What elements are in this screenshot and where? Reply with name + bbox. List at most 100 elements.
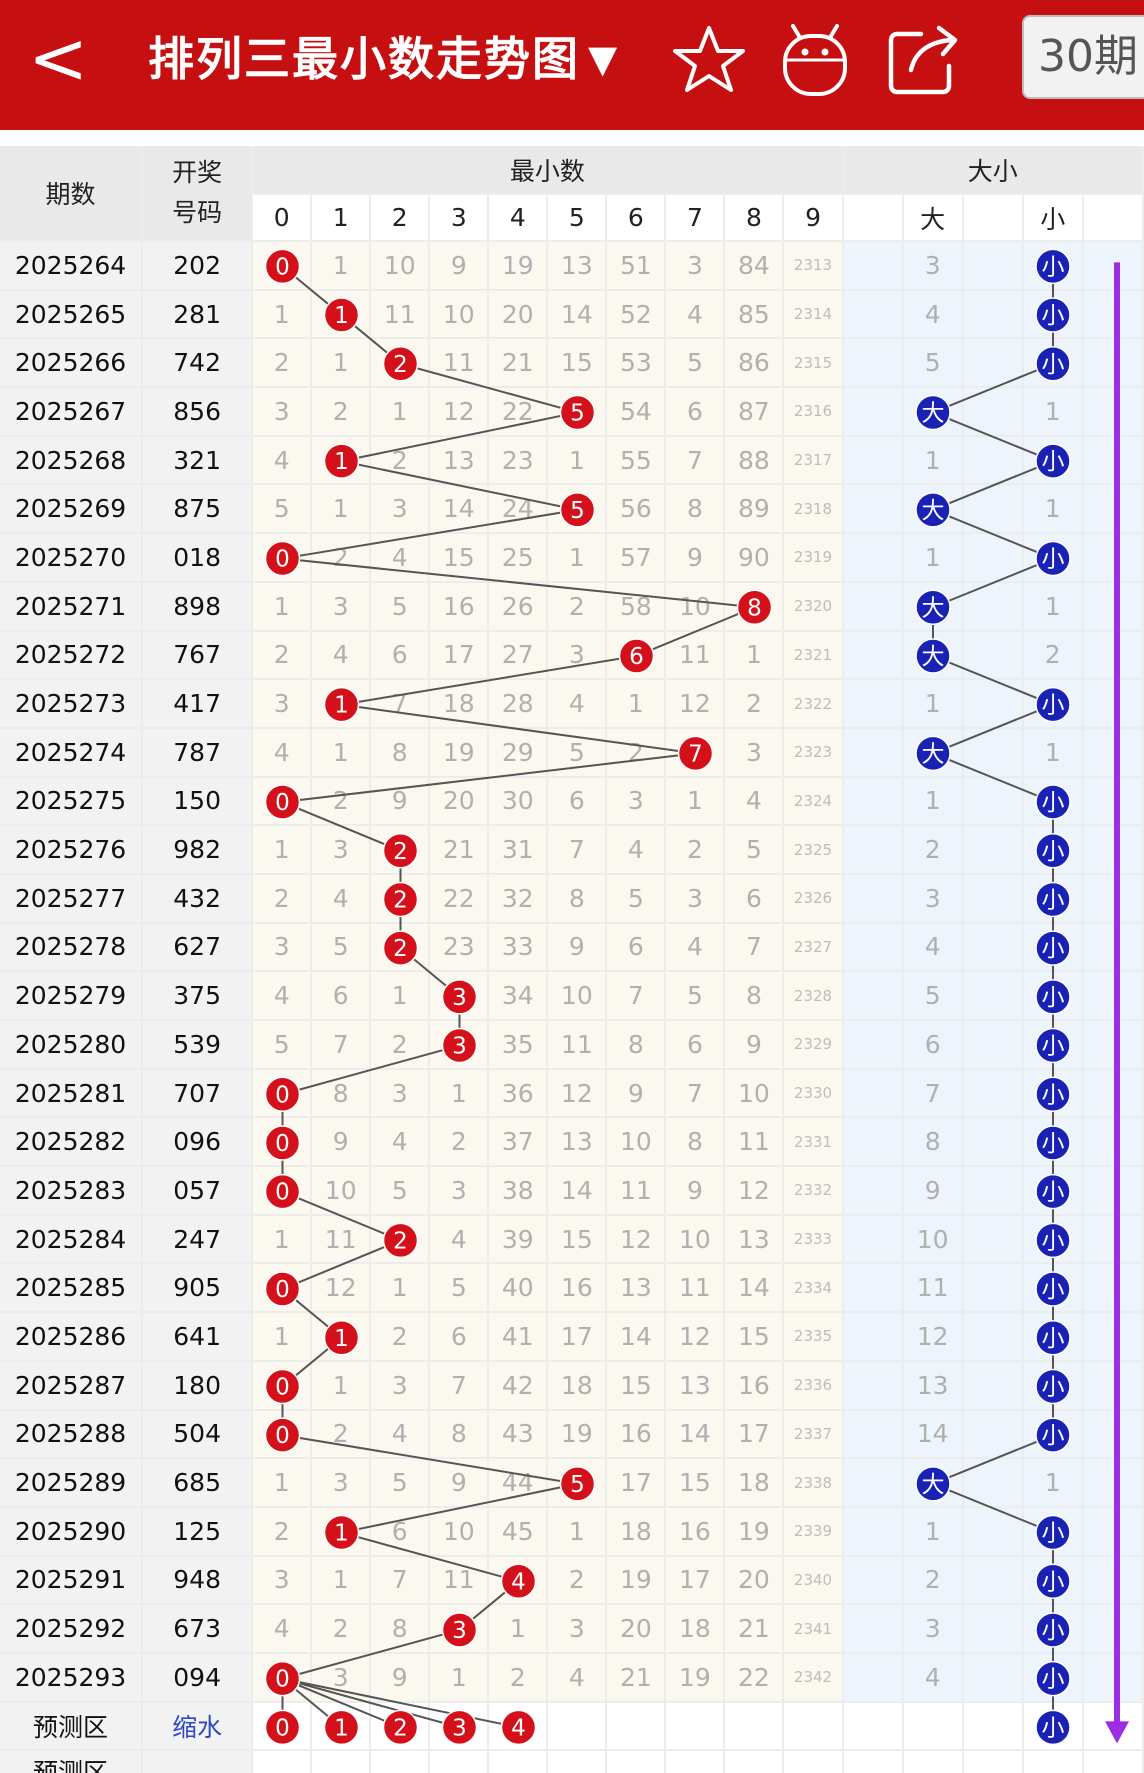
issue-cell: 2025292: [0, 1605, 144, 1654]
size-spacer-cell: [843, 728, 904, 778]
star-icon[interactable]: [671, 22, 747, 98]
size-spacer-cell: [963, 582, 1024, 632]
page-title[interactable]: 排列三最小数走势图: [148, 32, 580, 86]
min-digit-cell: 2325: [784, 826, 844, 875]
draw-header-line1: 开奖: [172, 158, 223, 187]
table-row: 2025268 321 4 2 13 23 1 55 7 88 2317 1: [0, 436, 1144, 486]
min-digit-cell: 35: [489, 1021, 549, 1070]
table-row: 2025286 641 1 2 6 41 17 14 12 15 2335 12: [0, 1313, 1144, 1362]
table-row: 2025275 150 2 9 20 30 6 3 1 4 2324 1: [0, 777, 1144, 827]
prediction-spacer: [143, 1751, 254, 1773]
min-digit-cell: 18: [430, 680, 490, 729]
min-digit-cell: 5: [312, 923, 372, 973]
min-digit-cell: 2327: [784, 923, 844, 973]
min-digit-cell: 9: [371, 1653, 431, 1703]
draw-cell: 504: [143, 1410, 254, 1460]
size-small-header: 小: [1023, 195, 1084, 242]
prediction-cell[interactable]: [430, 1702, 490, 1752]
min-digit-cell: 8: [430, 1410, 490, 1460]
min-digit-cell: 4: [253, 436, 313, 486]
min-digit-cell: 3: [312, 582, 372, 632]
prediction-cell[interactable]: [607, 1702, 667, 1752]
prediction-cell[interactable]: [371, 1702, 431, 1752]
back-button[interactable]: <: [28, 16, 89, 100]
share-icon[interactable]: [885, 22, 961, 98]
min-digit-cell: 34: [489, 972, 549, 1021]
draw-cell: 685: [143, 1459, 254, 1508]
min-digit-cell: 29: [489, 728, 549, 778]
prediction-cell[interactable]: [312, 1702, 372, 1752]
min-digit-cell: 12: [607, 1215, 667, 1265]
prediction-cell: [489, 1751, 549, 1773]
issue-cell: 2025276: [0, 826, 144, 875]
size-big-cell: [903, 582, 964, 632]
size-spacer-cell: [843, 485, 904, 535]
min-digit-header-2: 2: [371, 195, 431, 242]
min-digit-cell: 4: [371, 534, 431, 583]
shrink-link[interactable]: 缩水: [143, 1702, 254, 1752]
robot-icon[interactable]: [777, 22, 853, 98]
prediction-size-cell[interactable]: [903, 1702, 964, 1752]
size-spacer-cell: [1083, 1215, 1144, 1265]
trend-table-container[interactable]: 期数 开奖 号码 最小数 大小 0 1 2 3 4 5 6 7 8 9 大小 2025264 202 1 10 9 19 1…: [0, 146, 1144, 1773]
draw-cell: 375: [143, 972, 254, 1021]
prediction-size-cell[interactable]: [963, 1702, 1024, 1752]
min-digit-cell: 11: [607, 1167, 667, 1216]
size-spacer-cell: [843, 388, 904, 437]
size-spacer-cell: [843, 1507, 904, 1557]
prediction-cell[interactable]: [784, 1702, 844, 1752]
period-select-button[interactable]: 30期: [1022, 15, 1144, 99]
prediction-cell: [430, 1751, 490, 1773]
size-spacer-cell: [963, 1459, 1024, 1508]
issue-cell: 2025265: [0, 290, 144, 340]
min-digit-cell: 11: [666, 1264, 726, 1314]
min-digit-cell: [253, 1167, 313, 1216]
min-digit-cell: 20: [725, 1556, 785, 1606]
min-digit-cell: 6: [312, 972, 372, 1021]
prediction-cell[interactable]: [666, 1702, 726, 1752]
size-spacer-cell: [963, 1410, 1024, 1460]
issue-cell: 2025271: [0, 582, 144, 632]
title-dropdown-caret[interactable]: ▼: [588, 37, 618, 81]
size-spacer-cell: [1083, 923, 1144, 973]
prediction-size-cell[interactable]: [1023, 1702, 1084, 1752]
size-spacer-cell: [1083, 582, 1144, 632]
prediction-cell: [903, 1751, 964, 1773]
size-spacer-cell: [963, 290, 1024, 340]
min-digit-cell: 24: [489, 485, 549, 535]
size-big-cell: 11: [903, 1264, 964, 1314]
min-digit-cell: 2317: [784, 436, 844, 486]
min-digit-cell: 1: [489, 1605, 549, 1654]
size-spacer-cell: [843, 1167, 904, 1216]
prediction-cell[interactable]: [489, 1702, 549, 1752]
min-digit-cell: 2315: [784, 339, 844, 389]
size-small-cell: [1023, 826, 1084, 875]
prediction-cell[interactable]: [253, 1702, 313, 1752]
min-digit-cell: 44: [489, 1459, 549, 1508]
prediction-cell[interactable]: [725, 1702, 785, 1752]
draw-cell: 787: [143, 728, 254, 778]
draw-cell: 767: [143, 631, 254, 681]
min-digit-cell: 2: [371, 1313, 431, 1362]
size-spacer-cell: [843, 1605, 904, 1654]
min-digit-cell: 56: [607, 485, 667, 535]
issue-cell: 2025269: [0, 485, 144, 535]
prediction-cell[interactable]: [548, 1702, 608, 1752]
prediction-size-cell[interactable]: [1083, 1702, 1144, 1752]
prediction-row: 预测区 缩水: [0, 1702, 1144, 1752]
min-digit-cell: 13: [548, 1118, 608, 1168]
draw-column-header: 开奖 号码: [143, 146, 254, 242]
min-digit-cell: 20: [430, 777, 490, 827]
min-digit-cell: 3: [312, 1459, 372, 1508]
size-small-cell: [1023, 680, 1084, 729]
size-spacer-cell: [1083, 1069, 1144, 1119]
min-digit-cell: 6: [371, 1507, 431, 1557]
min-digit-cell: 12: [548, 1069, 608, 1119]
min-digit-cell: 19: [489, 242, 549, 291]
prediction-size-cell[interactable]: [843, 1702, 904, 1752]
min-digit-cell: 1: [253, 826, 313, 875]
min-digit-cell: 19: [607, 1556, 667, 1606]
min-digit-cell: 28: [489, 680, 549, 729]
min-digit-cell: 11: [548, 1021, 608, 1070]
size-big-cell: 10: [903, 1215, 964, 1265]
